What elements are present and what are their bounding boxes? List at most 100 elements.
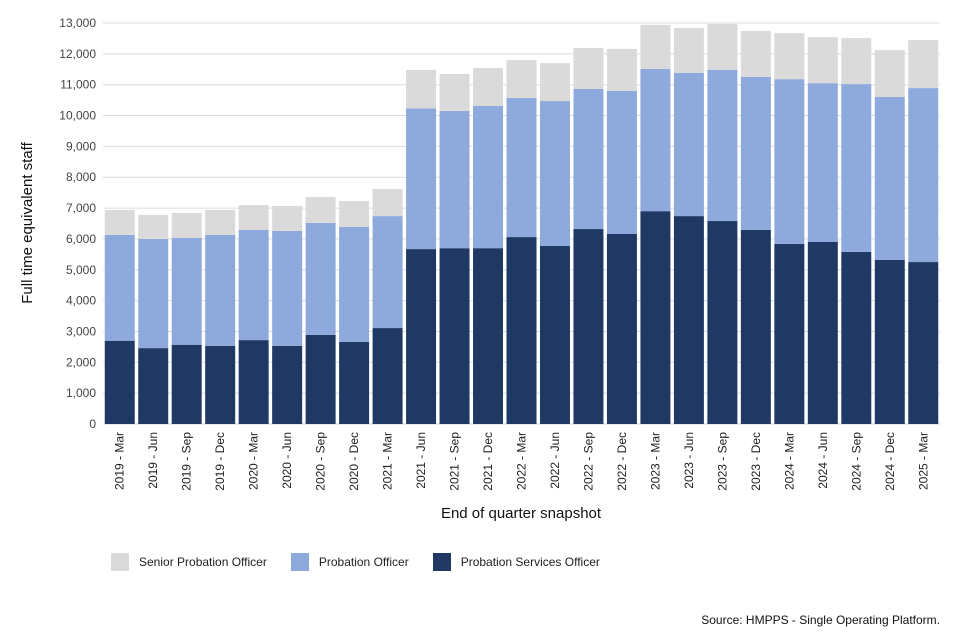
bar-segment-probation-officer xyxy=(807,83,838,243)
bar-segment-senior-probation-officer xyxy=(640,24,671,69)
bar-segment-senior-probation-officer xyxy=(673,27,704,73)
bar-segment-probation-officer xyxy=(841,84,872,252)
bar-segment-senior-probation-officer xyxy=(606,48,637,91)
x-tick-label: 2025 - Mar xyxy=(916,432,930,490)
y-tick-label: 11,000 xyxy=(60,78,96,92)
y-axis-ticks: 0 1,000 2,000 3,000 4,000 5,000 6,000 7,000 8,00… xyxy=(59,16,96,431)
bar-segment-senior-probation-officer xyxy=(506,60,537,98)
legend-swatch-pso xyxy=(432,553,451,571)
x-tick-label: 2023 - Jun xyxy=(682,432,696,489)
bar-segment-probation-officer xyxy=(606,90,637,234)
bar-segment-probation-services-officer xyxy=(372,328,403,424)
y-tick-label: 12,000 xyxy=(59,47,96,61)
bar-segment-senior-probation-officer xyxy=(841,38,872,85)
bar-segment-probation-services-officer xyxy=(205,345,236,424)
bar-segment-probation-services-officer xyxy=(439,248,470,424)
y-tick-label: 10,000 xyxy=(59,109,96,123)
bar-segment-senior-probation-officer xyxy=(205,209,236,235)
bar-segment-senior-probation-officer xyxy=(238,204,269,230)
x-tick-label: 2021 - Mar xyxy=(381,432,395,490)
bar-segment-senior-probation-officer xyxy=(874,50,905,98)
x-tick-label: 2023 - Mar xyxy=(648,432,662,490)
bar-segment-probation-services-officer xyxy=(908,262,939,424)
legend: Senior Probation Officer Probation Offic… xyxy=(111,553,624,571)
bar-segment-probation-services-officer xyxy=(406,249,437,424)
x-tick-label: 2024 - Mar xyxy=(782,432,796,490)
bar-segment-probation-officer xyxy=(272,230,303,346)
x-tick-label: 2019 - Sep xyxy=(180,432,194,491)
bar-segment-probation-services-officer xyxy=(573,229,604,424)
x-tick-label: 2019 - Dec xyxy=(213,432,227,491)
bar-segment-probation-officer xyxy=(473,105,504,249)
bar-segment-probation-services-officer xyxy=(339,341,370,424)
x-tick-label: 2024 - Sep xyxy=(849,432,863,491)
bar-segment-senior-probation-officer xyxy=(573,47,604,90)
bar-segment-probation-officer xyxy=(138,238,169,349)
y-tick-label: 1,000 xyxy=(66,386,96,400)
bar-segment-probation-officer xyxy=(339,226,370,342)
bar-segment-probation-services-officer xyxy=(774,243,805,424)
x-tick-label: 2020 - Sep xyxy=(314,432,328,491)
bar-segment-probation-services-officer xyxy=(305,334,336,424)
bar-segment-probation-officer xyxy=(874,97,905,260)
y-tick-label: 13,000 xyxy=(59,16,96,30)
x-tick-label: 2023 - Sep xyxy=(715,432,729,491)
y-tick-label: 7,000 xyxy=(66,201,96,215)
bar-segment-senior-probation-officer xyxy=(807,37,838,84)
bar-segment-senior-probation-officer xyxy=(774,33,805,80)
x-tick-label: 2022 - Sep xyxy=(581,432,595,491)
bar-segment-senior-probation-officer xyxy=(740,31,771,77)
x-axis-ticks: 2019 - Mar 2019 - Jun 2019 - Sep 2019 - Dec… xyxy=(113,432,931,491)
bar-segment-probation-services-officer xyxy=(807,242,838,424)
bar-segment-probation-officer xyxy=(439,110,470,249)
bar-segment-probation-officer xyxy=(406,108,437,250)
bar-segment-senior-probation-officer xyxy=(539,63,570,102)
bar-segment-probation-services-officer xyxy=(707,221,738,424)
legend-swatch-senior xyxy=(111,553,129,571)
bar-segment-senior-probation-officer xyxy=(104,209,135,235)
y-tick-label: 4,000 xyxy=(66,294,96,308)
bar-segment-probation-officer xyxy=(506,97,537,238)
x-tick-label: 2024 - Dec xyxy=(883,432,897,491)
bar-segment-probation-officer xyxy=(573,89,604,230)
bar-segment-senior-probation-officer xyxy=(439,73,470,111)
bar-segment-probation-officer xyxy=(740,76,771,230)
bar-segment-probation-services-officer xyxy=(473,248,504,424)
bar-segment-senior-probation-officer xyxy=(305,196,336,223)
legend-item-probation-services-officer: Probation Services Officer xyxy=(432,553,600,571)
legend-item-senior-probation-officer: Senior Probation Officer xyxy=(111,553,267,571)
x-axis-title: End of quarter snapshot xyxy=(441,505,602,522)
bar-segment-senior-probation-officer xyxy=(272,205,303,231)
legend-label: Probation Officer xyxy=(318,555,409,569)
y-tick-label: 0 xyxy=(89,417,96,431)
x-tick-label: 2020 - Mar xyxy=(247,432,261,490)
bar-segment-senior-probation-officer xyxy=(707,23,738,70)
bar-segment-probation-services-officer xyxy=(606,233,637,424)
bar-segment-senior-probation-officer xyxy=(908,39,939,89)
legend-label: Probation Services Officer xyxy=(460,555,600,569)
bar-segment-probation-officer xyxy=(908,88,939,263)
x-tick-label: 2019 - Mar xyxy=(113,432,127,490)
bar-segment-probation-officer xyxy=(205,234,236,346)
bar-segment-probation-officer xyxy=(640,68,671,212)
bar-segment-senior-probation-officer xyxy=(339,200,370,227)
bar-segment-probation-services-officer xyxy=(104,340,135,424)
bar-segment-probation-services-officer xyxy=(138,348,169,424)
bar-segment-senior-probation-officer xyxy=(406,69,437,109)
bar-segment-probation-services-officer xyxy=(272,345,303,424)
bar-segment-probation-officer xyxy=(707,69,738,222)
bar-segment-probation-officer xyxy=(238,229,269,341)
bar-segment-probation-services-officer xyxy=(841,251,872,424)
bar-segment-probation-services-officer xyxy=(673,216,704,424)
x-tick-label: 2021 - Jun xyxy=(414,432,428,489)
source-note: Source: HMPPS - Single Operating Platfor… xyxy=(701,613,940,627)
bar-segment-probation-services-officer xyxy=(506,237,537,424)
stacked-bar-chart: 0 1,000 2,000 3,000 4,000 5,000 6,000 7,000 8,00… xyxy=(19,16,940,522)
bar-segment-probation-services-officer xyxy=(740,229,771,424)
bar-segment-probation-officer xyxy=(305,222,336,335)
bar-segment-probation-officer xyxy=(774,79,805,244)
legend-label: Senior Probation Officer xyxy=(139,555,267,569)
x-tick-label: 2021 - Dec xyxy=(481,432,495,491)
bar-segment-senior-probation-officer xyxy=(138,214,169,239)
y-tick-label: 9,000 xyxy=(66,139,96,153)
